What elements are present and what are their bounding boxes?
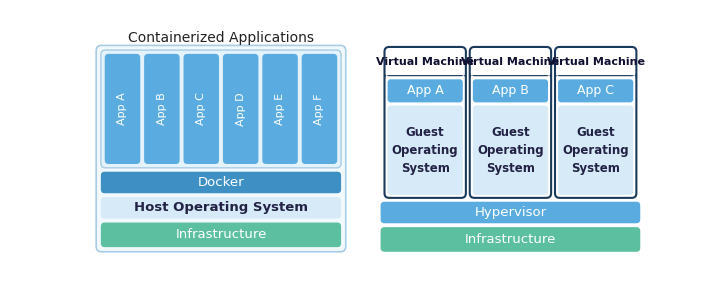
FancyBboxPatch shape [387, 79, 463, 102]
Text: App C: App C [197, 93, 206, 125]
Text: Infrastructure: Infrastructure [175, 228, 266, 241]
Text: Virtual Machine: Virtual Machine [462, 57, 559, 67]
FancyBboxPatch shape [558, 79, 634, 102]
FancyBboxPatch shape [262, 54, 298, 164]
Text: App C: App C [577, 84, 614, 97]
Text: Docker: Docker [198, 176, 244, 189]
Text: App E: App E [275, 93, 285, 125]
FancyBboxPatch shape [555, 72, 636, 80]
Text: App D: App D [235, 92, 246, 126]
FancyBboxPatch shape [381, 227, 640, 252]
FancyBboxPatch shape [469, 47, 551, 198]
Text: Containerized Applications: Containerized Applications [128, 31, 314, 45]
FancyBboxPatch shape [473, 79, 548, 102]
Text: Hypervisor: Hypervisor [474, 206, 546, 219]
FancyBboxPatch shape [387, 106, 463, 195]
FancyBboxPatch shape [101, 197, 341, 219]
Text: App A: App A [117, 93, 127, 125]
FancyBboxPatch shape [384, 47, 466, 198]
Text: App B: App B [157, 93, 167, 125]
FancyBboxPatch shape [101, 172, 341, 193]
FancyBboxPatch shape [101, 222, 341, 247]
Text: Infrastructure: Infrastructure [464, 233, 556, 246]
FancyBboxPatch shape [104, 54, 140, 164]
Text: Virtual Machine: Virtual Machine [546, 57, 644, 67]
Text: Virtual Machine: Virtual Machine [376, 57, 474, 67]
FancyBboxPatch shape [384, 72, 466, 80]
Text: Host Operating System: Host Operating System [134, 201, 308, 214]
FancyBboxPatch shape [302, 54, 337, 164]
Text: App F: App F [315, 93, 325, 125]
Text: App A: App A [407, 84, 444, 97]
FancyBboxPatch shape [555, 47, 636, 198]
Text: App B: App B [492, 84, 529, 97]
Text: Guest
Operating
System: Guest Operating System [477, 126, 544, 175]
FancyBboxPatch shape [558, 106, 634, 195]
FancyBboxPatch shape [473, 106, 548, 195]
FancyBboxPatch shape [381, 202, 640, 223]
FancyBboxPatch shape [96, 45, 346, 252]
FancyBboxPatch shape [101, 50, 341, 168]
FancyBboxPatch shape [223, 54, 258, 164]
FancyBboxPatch shape [184, 54, 219, 164]
FancyBboxPatch shape [144, 54, 180, 164]
FancyBboxPatch shape [469, 72, 551, 80]
Text: Guest
Operating
System: Guest Operating System [562, 126, 629, 175]
Text: Guest
Operating
System: Guest Operating System [392, 126, 459, 175]
